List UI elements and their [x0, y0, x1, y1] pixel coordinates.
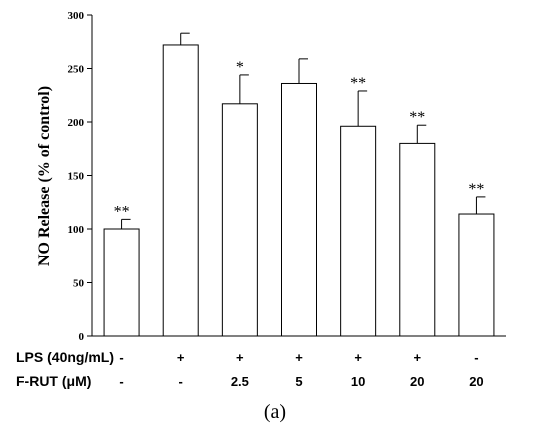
- condition-value: -: [119, 350, 123, 365]
- y-tick-label: 200: [68, 117, 85, 129]
- bar: [221, 103, 258, 337]
- significance-marker: **: [350, 75, 366, 92]
- condition-value: -: [119, 374, 123, 389]
- y-axis-label: NO Release (% of control): [36, 86, 53, 266]
- bar: [458, 213, 495, 337]
- bars-group: *********: [103, 32, 495, 337]
- condition-value: +: [177, 350, 185, 365]
- condition-value: +: [354, 350, 362, 365]
- y-tick-label: 150: [68, 171, 85, 183]
- condition-row-label: F-RUT (μM): [16, 373, 91, 389]
- condition-value: 10: [351, 374, 365, 389]
- y-axis: 0 50 100 150 200 250 300: [68, 10, 93, 343]
- y-tick-label: 50: [73, 278, 85, 290]
- condition-table: LPS (40ng/mL) - + + + + + -F-RUT (μM) - -2.5 5 10 20…: [16, 349, 484, 389]
- y-tick-label: 250: [68, 64, 85, 76]
- condition-value: 5: [295, 374, 302, 389]
- bar: [162, 44, 199, 337]
- significance-marker: *: [236, 59, 244, 76]
- condition-value: -: [179, 374, 183, 389]
- condition-value: -: [474, 350, 478, 365]
- condition-value: 20: [410, 374, 424, 389]
- significance-marker: **: [114, 203, 130, 220]
- y-tick-label: 300: [68, 10, 85, 22]
- figure-caption: (a): [264, 401, 286, 423]
- condition-value: +: [236, 350, 244, 365]
- significance-marker: **: [409, 109, 425, 126]
- condition-row-label: LPS (40ng/mL): [16, 349, 114, 365]
- condition-value: +: [295, 350, 303, 365]
- significance-marker: **: [468, 181, 484, 198]
- y-tick-label: 0: [79, 331, 85, 343]
- condition-value: 20: [469, 374, 483, 389]
- y-tick-label: 100: [68, 224, 85, 236]
- condition-value: +: [413, 350, 421, 365]
- condition-value: 2.5: [231, 374, 249, 389]
- bar: [103, 228, 140, 337]
- bar: [399, 142, 436, 337]
- bar: [340, 125, 377, 337]
- bar: [281, 82, 317, 337]
